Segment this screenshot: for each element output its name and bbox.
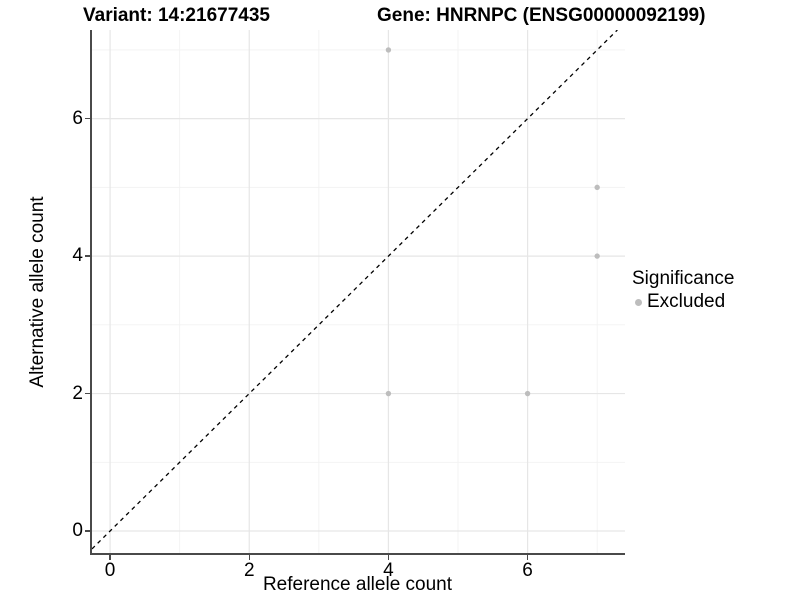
x-axis-tick-mark [387,555,390,560]
plot-panel [90,30,625,555]
x-axis-tick-label: 6 [522,560,533,581]
x-axis-tick-label: 2 [243,560,255,581]
y-axis-tick-label: 6 [72,107,83,129]
y-axis-tick-mark [85,255,90,257]
y-axis-tick-mark [85,117,90,120]
data-point [594,184,600,191]
legend-point-icon [635,298,642,306]
data-point [524,390,531,397]
legend-item-excluded: Excluded [635,291,734,313]
data-point [385,47,392,53]
x-axis-tick-mark [109,555,111,560]
x-axis-tick-mark [248,555,250,560]
x-axis-title: Reference allele count [262,574,453,595]
identity-line [92,30,618,550]
data-point [594,253,600,259]
y-axis-tick-label: 4 [72,245,83,267]
y-axis-tick-mark [85,530,90,532]
data-point [385,390,392,397]
legend: Significance Excluded [630,268,734,313]
variant-title: Variant: 14:21677435 [83,5,270,26]
y-axis-title: Alternative allele count [27,196,48,388]
plot-area-svg [92,30,625,553]
x-axis-tick-label: 4 [383,560,394,581]
y-axis-tick-mark [85,392,90,395]
y-axis-tick-label: 0 [72,520,83,541]
y-axis-tick-label: 2 [72,382,83,404]
legend-item-label: Excluded [647,291,726,312]
gene-title: Gene: HNRNPC (ENSG00000092199) [377,5,706,26]
x-axis-tick-label: 0 [104,560,116,581]
x-axis-tick-mark [526,555,529,560]
legend-title: Significance [632,268,735,289]
